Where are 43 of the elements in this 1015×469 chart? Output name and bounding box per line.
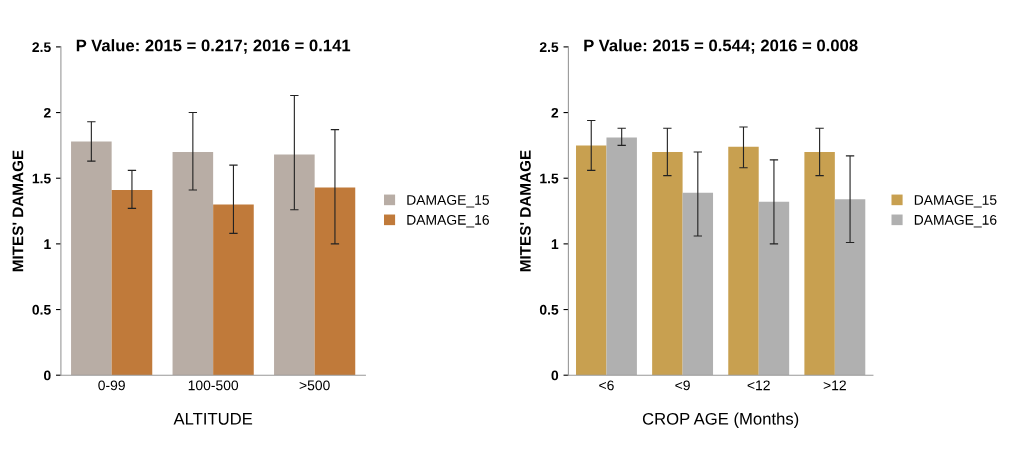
- y-tick-label: 1.5: [32, 173, 51, 184]
- y-tick-label: 2.5: [32, 42, 51, 53]
- bar: [314, 187, 356, 376]
- x-tick-label: <6: [599, 380, 614, 391]
- bar: [274, 154, 315, 376]
- y-tick-label: 2.5: [539, 42, 559, 53]
- legend-label: DAMAGE_15: [407, 195, 489, 208]
- bar: [804, 151, 835, 376]
- bar: [834, 199, 866, 376]
- y-tick-label: 0.5: [539, 304, 559, 315]
- y-tick-label: 1: [551, 239, 559, 249]
- legend-label: DAMAGE_15: [914, 195, 997, 208]
- x-tick-label: >500: [299, 380, 330, 391]
- bar: [682, 192, 714, 376]
- x-axis-title: ALTITUDE: [173, 413, 253, 425]
- y-tick-label: 0.5: [32, 304, 51, 315]
- bar: [576, 145, 607, 376]
- x-tick-label: <12: [747, 380, 770, 391]
- y-tick-label: 0: [44, 370, 51, 381]
- bar: [71, 141, 112, 376]
- x-axis-title: CROP AGE (Months): [642, 412, 799, 428]
- y-tick-label: 1.5: [540, 173, 559, 184]
- y-axis-title: MITES' DAMAGE: [12, 150, 24, 272]
- y-tick-label: 2: [43, 107, 51, 118]
- y-tick-label: 0: [551, 370, 559, 381]
- bar: [728, 146, 759, 376]
- x-tick-label: <9: [675, 380, 690, 391]
- x-tick-label: 100-500: [188, 380, 239, 391]
- legend-label: DAMAGE_16: [407, 214, 489, 228]
- x-tick-label: 0-99: [98, 380, 125, 391]
- y-tick-label: 2: [551, 107, 559, 118]
- chart-title: P Value: 2015 = 0.544; 2016 = 0.008: [584, 39, 858, 54]
- bar: [652, 151, 683, 376]
- y-tick-label: 1: [44, 239, 51, 249]
- bar: [213, 204, 254, 376]
- bar: [606, 137, 637, 376]
- bar: [758, 201, 790, 376]
- bar: [172, 151, 214, 376]
- chart-title: P Value: 2015 = 0.217; 2016 = 0.141: [76, 39, 351, 54]
- legend-label: DAMAGE_16: [914, 214, 997, 228]
- bar: [111, 190, 153, 376]
- y-axis-title: MITES' DAMAGE: [519, 150, 531, 272]
- x-tick-label: >12: [823, 380, 846, 391]
